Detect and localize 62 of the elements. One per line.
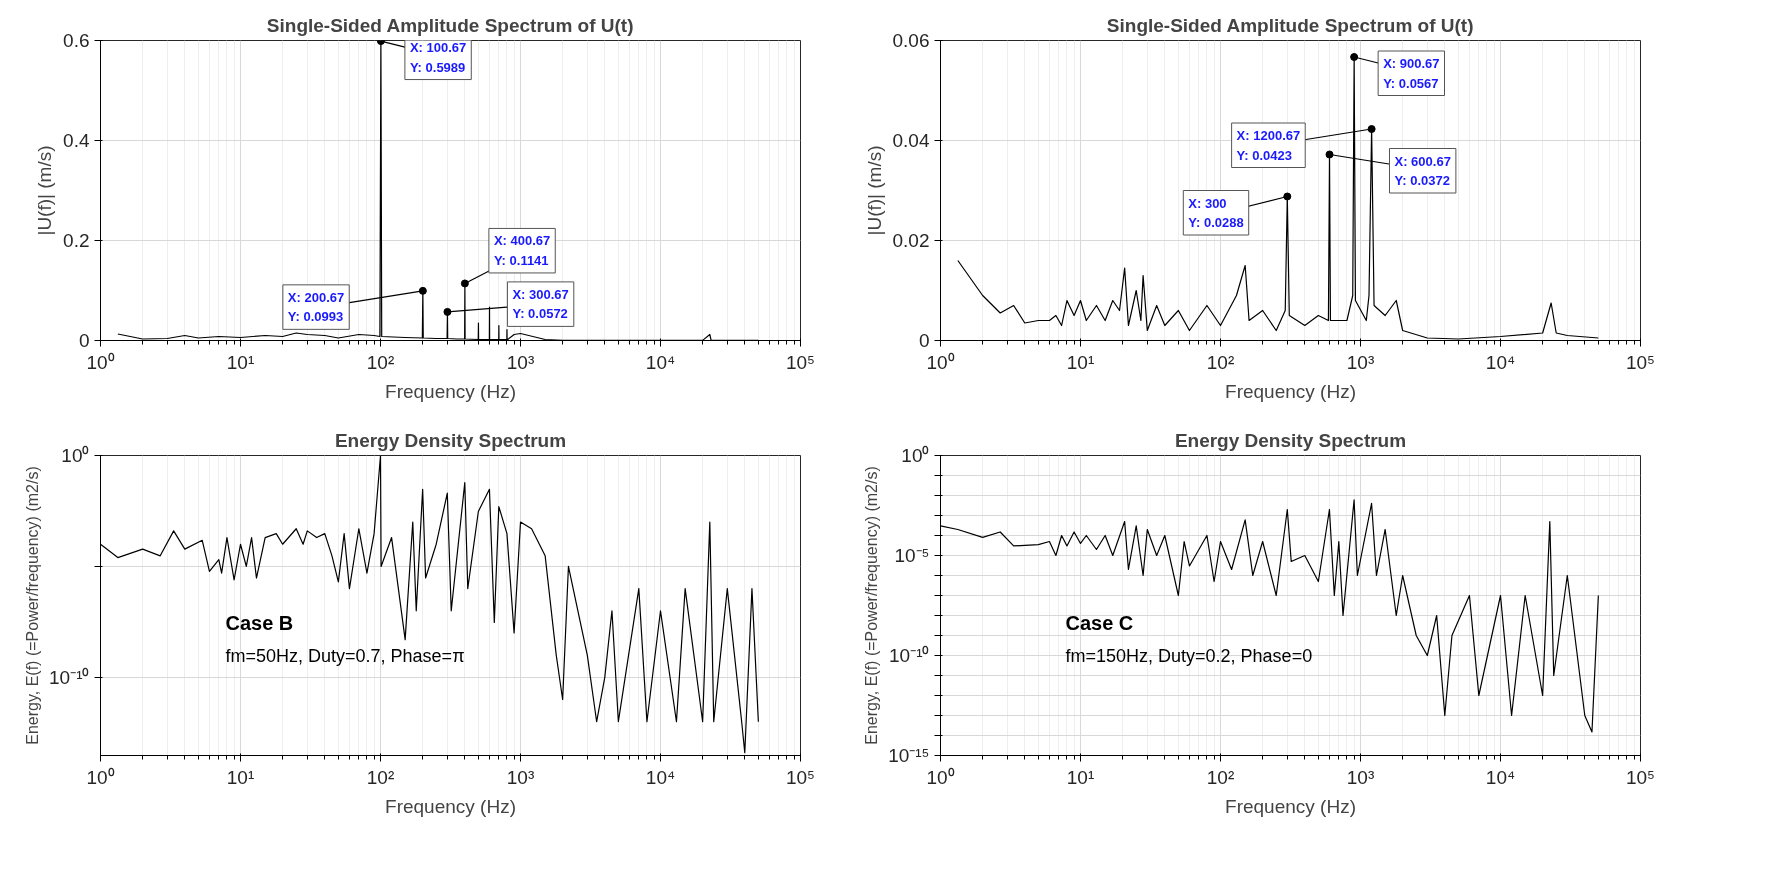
x-tick-label: 10³ [1346, 766, 1375, 788]
x-tick-label: 10¹ [226, 351, 255, 373]
x-tick-label: 10¹ [226, 766, 255, 788]
annotation: X: 300.67 Y: 0.0572 [512, 286, 569, 322]
x-tick-label: 10³ [506, 351, 535, 373]
x-tick-label: 10⁰ [86, 351, 115, 373]
x-axis-title: Frequency (Hz) [385, 380, 516, 402]
x-tick-label: 10⁰ [86, 766, 115, 788]
annotation: X: 300 Y: 0.0288 [1188, 195, 1244, 230]
x-tick-label: 10⁴ [645, 766, 676, 788]
x-tick-label: 10² [366, 351, 395, 373]
y-tick-label: 0.06 [892, 30, 930, 51]
y-tick-label: 0.02 [892, 230, 930, 251]
x-tick-label: 10² [1206, 766, 1235, 788]
y-axis-title: Energy, E(f) (=Power/frequency) (m2/s) [24, 466, 42, 745]
x-tick-label: 10³ [506, 766, 535, 788]
annotation: X: 100.67 Y: 0.5989 [409, 40, 467, 75]
y-axis-title: |U(f)| (m/s) [863, 145, 885, 236]
chart-title: Energy Density Spectrum [334, 429, 567, 451]
y-tick-label: 0.4 [63, 130, 90, 151]
y-tick-label: 10⁻¹⁵ [888, 745, 930, 766]
annotation: X: 200.67 Y: 0.0993 [287, 289, 345, 325]
annotation: X: 900.67 Y: 0.0567 [1383, 56, 1440, 91]
y-tick-label: 0.04 [892, 130, 930, 151]
x-tick-label: 10⁵ [785, 351, 816, 373]
annotation: X: 1200.67 Y: 0.0423 [1236, 128, 1301, 163]
x-tick-label: 10¹ [1066, 766, 1095, 788]
chart-title: Single-Sided Amplitude Spectrum of U(t) [1106, 14, 1474, 36]
annotation: X: 400.67 Y: 0.1141 [493, 233, 551, 268]
chart-title: Energy Density Spectrum [1174, 429, 1407, 451]
x-tick-label: 10⁰ [926, 766, 955, 788]
x-tick-label: 10⁵ [1625, 351, 1656, 373]
x-tick-label: 10⁰ [926, 351, 955, 373]
annotation: fm=50Hz, Duty=0.7, Phase=π [225, 645, 465, 666]
chart-title: Single-Sided Amplitude Spectrum of U(t) [266, 14, 634, 36]
y-tick-label: 0.2 [63, 230, 90, 251]
y-tick-label: 10⁻⁵ [894, 545, 930, 566]
y-tick-label: 0 [918, 330, 930, 351]
x-tick-label: 10⁴ [645, 351, 676, 373]
y-tick-label: 10⁰ [61, 445, 90, 466]
y-axis-title: |U(f)| (m/s) [34, 145, 56, 236]
x-tick-label: 10¹ [1066, 351, 1095, 373]
annotation: fm=150Hz, Duty=0.2, Phase=0 [1065, 645, 1313, 666]
x-tick-label: 10⁵ [1625, 766, 1656, 788]
y-axis-title: Energy, E(f) (=Power/frequency) (m2/s) [863, 466, 881, 745]
x-tick-label: 10² [1206, 351, 1235, 373]
annotation: Case B [225, 611, 294, 634]
x-axis-title: Frequency (Hz) [1225, 380, 1356, 402]
y-tick-label: 10⁻¹⁰ [49, 666, 90, 688]
y-tick-label: 0 [78, 330, 90, 351]
y-tick-label: 10⁻¹⁰ [889, 645, 930, 666]
annotation: X: 600.67 Y: 0.0372 [1394, 153, 1451, 188]
x-tick-label: 10⁴ [1485, 766, 1516, 788]
x-tick-label: 10⁵ [785, 766, 816, 788]
x-tick-label: 10² [366, 766, 395, 788]
y-tick-label: 10⁰ [901, 445, 930, 466]
annotation: Case C [1065, 611, 1134, 634]
y-tick-label: 0.6 [63, 30, 90, 51]
x-axis-title: Frequency (Hz) [1225, 795, 1356, 817]
x-axis-title: Frequency (Hz) [385, 795, 516, 817]
x-tick-label: 10³ [1346, 351, 1375, 373]
x-tick-label: 10⁴ [1485, 351, 1516, 373]
